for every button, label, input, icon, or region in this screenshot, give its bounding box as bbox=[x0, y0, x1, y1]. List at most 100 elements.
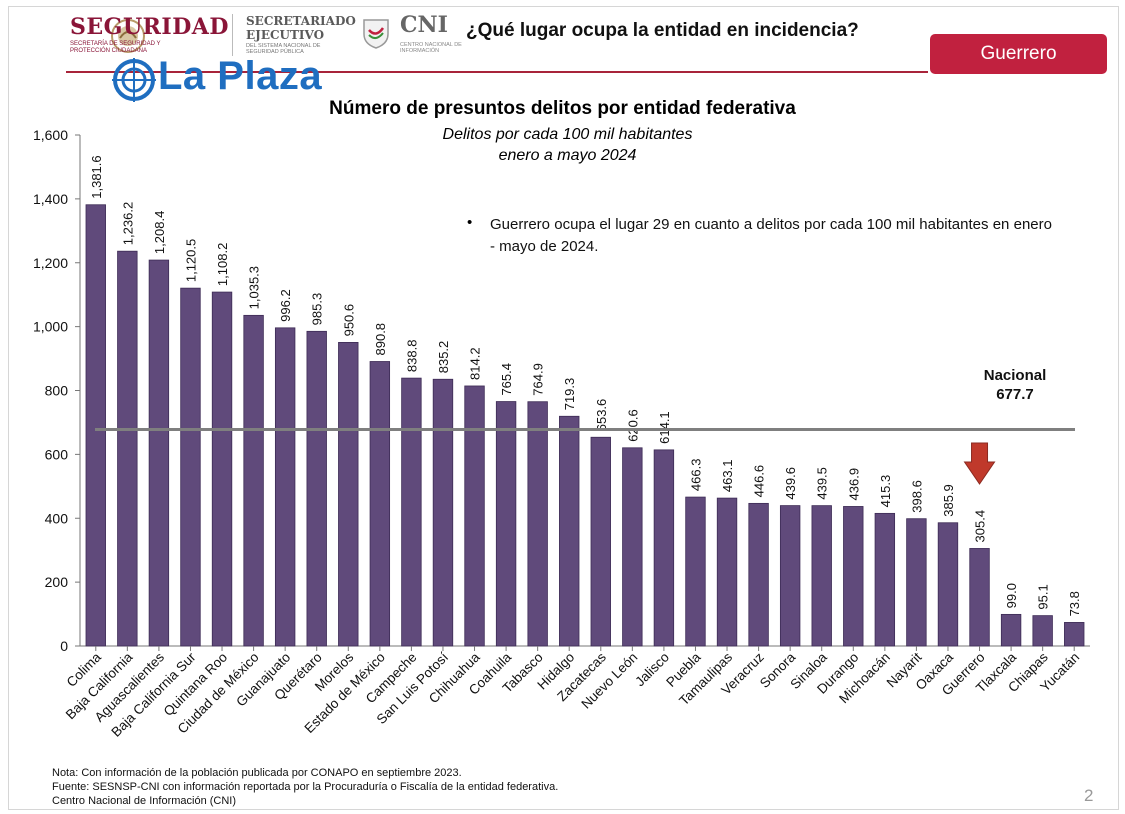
data-label: 436.9 bbox=[846, 468, 861, 501]
seguridad-logo-text: SEGURIDAD bbox=[70, 14, 229, 40]
bar bbox=[1032, 615, 1053, 647]
bar bbox=[559, 415, 580, 647]
y-tick-label: 400 bbox=[45, 510, 69, 526]
data-label: 439.5 bbox=[815, 467, 830, 500]
bullet-icon: • bbox=[467, 214, 473, 231]
data-label: 765.4 bbox=[499, 363, 514, 396]
mexico-coat-of-arms-logo bbox=[111, 19, 145, 53]
bar bbox=[527, 401, 548, 647]
cni-logo-text: CNI bbox=[400, 12, 448, 38]
data-label: 446.6 bbox=[752, 465, 767, 498]
bar bbox=[590, 436, 611, 647]
bar bbox=[338, 342, 359, 647]
data-label: 950.6 bbox=[341, 304, 356, 337]
y-tick-label: 800 bbox=[45, 383, 69, 399]
y-tick-label: 1,600 bbox=[33, 127, 68, 143]
y-tick-label: 1,000 bbox=[33, 319, 68, 335]
bar bbox=[1064, 622, 1085, 647]
bar bbox=[622, 447, 643, 647]
bar bbox=[495, 401, 517, 647]
bar bbox=[85, 204, 106, 647]
bar bbox=[1000, 613, 1022, 647]
bar bbox=[653, 449, 675, 647]
data-label: 1,035.3 bbox=[247, 266, 262, 309]
data-label: 415.3 bbox=[878, 475, 893, 508]
bar bbox=[685, 496, 706, 647]
bar bbox=[432, 378, 454, 647]
data-label: 95.1 bbox=[1036, 584, 1051, 609]
sesnsp-logo-text: SECRETARIADO EJECUTIVO bbox=[246, 14, 356, 42]
sesnsp-line1: SECRETARIADO bbox=[246, 14, 356, 28]
bar bbox=[117, 250, 138, 647]
bar bbox=[937, 522, 959, 647]
data-label: 99.0 bbox=[1004, 583, 1019, 608]
footer-notes: Nota: Con información de la población pu… bbox=[52, 766, 558, 808]
cni-shield-icon bbox=[363, 19, 389, 49]
highlight-arrow-icon bbox=[963, 442, 996, 485]
footer-credit: Centro Nacional de Información (CNI) bbox=[52, 795, 237, 807]
bar bbox=[843, 506, 864, 647]
y-tick-label: 600 bbox=[45, 446, 69, 462]
data-label: 620.6 bbox=[625, 409, 640, 442]
bar bbox=[148, 259, 170, 647]
data-label: 398.6 bbox=[909, 480, 924, 513]
data-label: 835.2 bbox=[436, 341, 451, 374]
y-tick-label: 0 bbox=[60, 638, 68, 654]
bar bbox=[748, 502, 769, 647]
chart-subtitle-1: Delitos por cada 100 mil habitantes bbox=[442, 126, 693, 143]
data-label: 1,208.4 bbox=[152, 211, 167, 254]
bar bbox=[969, 548, 990, 647]
state-badge: Guerrero bbox=[930, 34, 1107, 74]
bar bbox=[779, 505, 801, 647]
data-label: 439.6 bbox=[783, 467, 798, 500]
footer-note: Nota: Con información de la población pu… bbox=[52, 767, 462, 779]
data-label: 1,381.6 bbox=[89, 155, 104, 198]
bar bbox=[211, 291, 233, 647]
bar bbox=[369, 361, 391, 647]
sesnsp-line2: EJECUTIVO bbox=[246, 28, 325, 42]
data-label: 614.1 bbox=[657, 411, 672, 444]
bar bbox=[464, 385, 485, 647]
national-label: Nacional bbox=[984, 367, 1047, 384]
data-label: 73.8 bbox=[1067, 591, 1082, 616]
data-label: 985.3 bbox=[310, 293, 325, 326]
bar bbox=[274, 327, 296, 647]
bar bbox=[401, 377, 422, 647]
bar bbox=[874, 512, 896, 647]
annotation-bullet: Guerrero ocupa el lugar 29 en cuanto a d… bbox=[490, 216, 1052, 255]
bar bbox=[906, 518, 927, 647]
data-label: 385.9 bbox=[941, 484, 956, 517]
slide-question: ¿Qué lugar ocupa la entidad en incidenci… bbox=[466, 20, 859, 41]
data-label: 764.9 bbox=[531, 363, 546, 396]
data-label: 305.4 bbox=[973, 510, 988, 543]
bar bbox=[306, 330, 327, 647]
cni-logo-subtitle: CENTRO NACIONAL DE INFORMACIÓN bbox=[400, 42, 462, 54]
bar bbox=[716, 497, 738, 647]
data-label: 1,120.5 bbox=[183, 239, 198, 282]
y-tick-label: 200 bbox=[45, 574, 69, 590]
header-underline bbox=[66, 71, 928, 73]
data-label: 466.3 bbox=[688, 459, 703, 492]
data-label: 653.6 bbox=[594, 399, 609, 432]
bar bbox=[811, 505, 832, 647]
data-label: 890.8 bbox=[373, 323, 388, 356]
chart-title: Número de presuntos delitos por entidad … bbox=[329, 98, 796, 119]
chart-subtitle-2: enero a mayo 2024 bbox=[498, 147, 637, 164]
data-label: 463.1 bbox=[720, 460, 735, 493]
national-value-label: 677.7 bbox=[996, 386, 1034, 403]
la-plaza-globe-icon bbox=[112, 58, 156, 102]
footer-source: Fuente: SESNSP-CNI con información repor… bbox=[52, 781, 559, 793]
data-label: 996.2 bbox=[278, 289, 293, 322]
y-tick-label: 1,200 bbox=[33, 255, 68, 271]
page-number: 2 bbox=[1084, 786, 1094, 805]
seguridad-logo-subtitle: SECRETARÍA DE SEGURIDAD Y PROTECCIÓN CIU… bbox=[70, 41, 161, 54]
data-label: 1,108.2 bbox=[215, 243, 230, 286]
data-label: 719.3 bbox=[562, 378, 577, 411]
data-label: 838.8 bbox=[404, 340, 419, 373]
y-tick-label: 1,400 bbox=[33, 191, 68, 207]
header-divider bbox=[232, 14, 233, 56]
data-label: 1,236.2 bbox=[120, 202, 135, 245]
sesnsp-logo-subtitle: DEL SISTEMA NACIONAL DE SEGURIDAD PÚBLIC… bbox=[246, 43, 321, 55]
bar bbox=[180, 287, 201, 647]
